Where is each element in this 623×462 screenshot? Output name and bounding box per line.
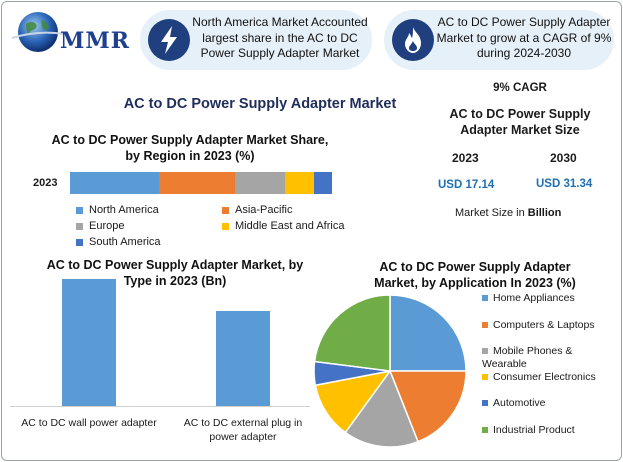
legend-label: North America [89,204,159,216]
logo-text: MMR [60,28,130,54]
legend-swatch [76,222,83,230]
pie-slice-computers-laptops [388,370,467,443]
region-segment-north-america [70,172,160,194]
application-chart-title: AC to DC Power Supply Adapter Market, by… [374,260,576,291]
legend-swatch [482,374,488,380]
legend-swatch [76,206,83,214]
legend-swatch [222,222,229,230]
market-size-note-prefix: Market Size in [455,207,528,219]
legend-swatch [76,238,83,246]
year-2030: 2030 [550,151,577,165]
legend-label: Industrial Product [493,424,575,436]
cagr-label: 9% CAGR [493,82,547,94]
pie-slice-mobile-phones-wearable [344,369,419,448]
logo [8,8,128,58]
legend-label: Asia-Pacific [235,204,293,216]
pie-legend-industrial: Industrial Product [482,424,612,437]
value-2023: USD 17.14 [438,179,495,191]
type-chart-title: AC to DC Power Supply Adapter Market, by… [46,258,304,289]
flame-icon [392,19,434,61]
legend-label: Middle East and Africa [235,220,345,232]
region-segment-south-america [313,172,332,194]
legend-swatch [222,206,229,214]
value-2030: USD 31.34 [536,178,593,190]
legend-asia-pacific: Asia-Pacific [222,204,292,216]
market-size-note: Market Size in Billion [455,207,561,219]
legend-label: Automotive [493,397,546,409]
pie-slice-industrial-product [313,294,391,372]
type-category-label: AC to DC external plug in power adapter [183,417,303,444]
globe-icon [11,12,65,52]
legend-label: Computers & Laptops [493,319,595,331]
legend-europe: Europe [76,220,124,232]
legend-label: Europe [89,220,125,232]
pie-slice-home-appliances [389,294,467,372]
legend-label: South America [89,236,161,248]
callout-right-text: AC to DC Power Supply Adapter Market to … [436,15,612,61]
legend-swatch [482,348,488,354]
legend-label: Mobile Phones & Wearable [482,345,573,371]
legend-label: Home Appliances [493,292,575,304]
legend-south-america: South America [76,236,161,248]
legend-swatch [482,400,488,406]
legend-swatch [482,427,488,433]
market-size-title: AC to DC Power Supply Adapter Market Siz… [449,107,591,138]
pie-legend-automotive: Automotive [482,397,612,410]
pie-legend-mobile: Mobile Phones & Wearable [482,345,582,371]
legend-swatch [482,295,488,301]
pie-legend-home-appliances: Home Appliances [482,292,612,305]
legend-mea: Middle East and Africa [222,220,344,232]
legend-swatch [482,322,488,328]
callout-left-text: North America Market Accounted largest s… [192,15,368,61]
market-size-note-unit: Billion [527,207,562,219]
region-segment-middle-east-and-africa [284,172,314,194]
type-bar-external-plug [216,310,270,406]
type-chart-axis [10,406,310,407]
region-stacked-bar [70,172,332,194]
main-title: AC to DC Power Supply Adapter Market [123,96,397,112]
pie-legend-computers: Computers & Laptops [482,319,612,332]
region-segment-europe [235,172,285,194]
type-category-label: AC to DC wall power adapter [21,417,157,429]
legend-north-america: North America [76,204,159,216]
region-segment-asia-pacific [159,172,236,194]
type-bar-wall-adapter [62,278,116,406]
lightning-bolt-icon [148,19,190,61]
application-pie-chart [313,294,467,448]
legend-label: Consumer Electronics [493,371,596,383]
region-chart-title: AC to DC Power Supply Adapter Market Sha… [51,133,329,164]
region-row-label: 2023 [33,177,58,189]
year-2023: 2023 [452,151,479,165]
pie-legend-consumer-electronics: Consumer Electronics [482,371,612,384]
